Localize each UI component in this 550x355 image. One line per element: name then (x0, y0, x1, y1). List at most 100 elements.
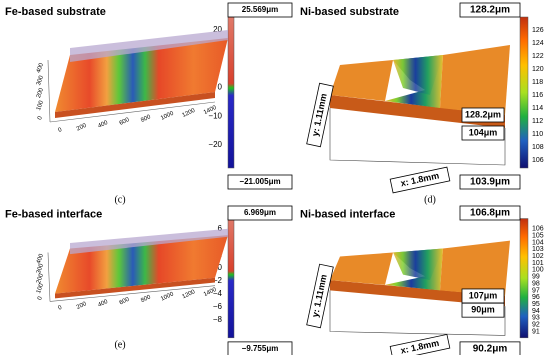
annotation: 107μm (461, 288, 505, 304)
surface-front (330, 280, 505, 307)
panel-title: Fe-based interface (5, 208, 102, 220)
colorbar-tick-label: −4 (213, 289, 223, 298)
panel-caption: (d) (424, 194, 436, 205)
y-tick-label: 300 (36, 74, 45, 86)
x-tick-label: 600 (119, 117, 131, 127)
colorbar-tick-label: 118 (532, 79, 543, 86)
y-tick-label: 0 (37, 295, 44, 301)
colorbar (519, 218, 529, 339)
surface-groove-floor (393, 55, 443, 95)
colorbar-label-box (459, 174, 521, 190)
colorbar-tick-label: 106 (532, 157, 544, 164)
colorbar-tick-label: 0 (218, 263, 223, 272)
colorbar-tick-label: 122 (532, 53, 544, 60)
annotation-label: 107μm (469, 290, 498, 300)
colorbar-tick-label: 108 (532, 144, 544, 151)
colorbar-label: 90.2μm (473, 344, 508, 355)
colorbar-label-box (459, 2, 521, 18)
panel-title: Ni-based interface (300, 208, 395, 220)
y-tick-label: 300 (36, 263, 45, 275)
annotation: x: 1.8mm (389, 333, 451, 355)
panel-title: Fe-based substrate (5, 6, 106, 18)
annotation-label: 90μm (471, 305, 495, 315)
colorbar-label: 6.969μm (244, 208, 276, 217)
y-tick-label: 100 (36, 282, 45, 294)
x-tick-label: 800 (140, 294, 152, 304)
annotation-box (306, 82, 334, 148)
x-tick-label: 0 (57, 305, 63, 312)
x-tick-label: 0 (57, 127, 63, 134)
colorbar-tick-label: 96 (532, 294, 540, 301)
colorbar-tick-label: 103 (532, 246, 544, 253)
panel-caption: (c) (114, 194, 125, 205)
annotation: 104μm (461, 125, 505, 141)
colorbar-tick-label: 114 (532, 105, 543, 112)
colorbar-label: 25.569μm (242, 5, 278, 14)
colorbar-label: 103.9μm (470, 177, 510, 188)
y-tick-label: 400 (36, 62, 45, 74)
x-tick-label: 800 (140, 114, 152, 124)
x-tick-label: 1200 (181, 289, 196, 300)
colorbar-tick-label: 110 (532, 131, 543, 138)
colorbar-tick-label: 120 (532, 66, 544, 73)
colorbar-label: 128.2μm (470, 5, 510, 16)
annotation: y: 1.11mm (306, 263, 334, 329)
annotation: 90μm (461, 302, 505, 318)
colorbar-tick-label: 101 (532, 260, 544, 267)
colorbar-tick-label: 94 (532, 308, 540, 315)
surface-left (330, 60, 393, 101)
x-tick-label: 200 (76, 301, 88, 311)
colorbar-label-box (227, 205, 293, 221)
colorbar-tick-label: 102 (532, 253, 544, 260)
colorbar-tick-label: 126 (532, 27, 544, 34)
y-tick-label: 100 (36, 99, 45, 111)
highlight-strip (70, 228, 228, 255)
x-tick-label: 200 (76, 123, 88, 133)
axis-line (49, 101, 216, 123)
colorbar-tick-label: −10 (208, 111, 222, 120)
colorbar-tick-label: 92 (532, 321, 540, 328)
colorbar-tick-label: 6 (218, 224, 223, 233)
x-tick-label: 1200 (181, 108, 196, 119)
surface-edge (55, 277, 215, 299)
colorbar-label: −21.005μm (239, 177, 280, 186)
x-tick-label: 1000 (160, 110, 175, 121)
annotation-box (389, 166, 451, 194)
annotation: y: 1.11mm (306, 82, 334, 148)
colorbar-tick-label: 112 (532, 118, 543, 125)
axis-line (47, 252, 51, 302)
colorbar-tick-label: 124 (532, 40, 544, 47)
colorbar-tick-label: 98 (532, 280, 540, 287)
annotation-label: 104μm (469, 127, 498, 137)
axis-line (47, 59, 51, 123)
annotation: 128.2μm (461, 107, 505, 123)
colorbar-tick-label: 93 (532, 315, 540, 322)
x-tick-label: 400 (97, 120, 109, 130)
dimension-line (329, 108, 506, 166)
x-tick-label: 1000 (160, 291, 175, 302)
annotation-box (461, 302, 505, 318)
x-tick-label: 400 (97, 299, 109, 309)
colorbar-tick-label: 104 (532, 239, 544, 246)
surface-left (330, 252, 393, 285)
y-tick-label: 400 (36, 253, 45, 265)
annotation-box (461, 125, 505, 141)
colorbar-label-box (227, 341, 293, 355)
y-tick-label: 200 (36, 272, 45, 284)
annotation-box (306, 263, 334, 329)
colorbar-tick-label: 105 (532, 232, 544, 239)
colorbar-tick-label: 91 (532, 328, 540, 335)
colorbar-label-box (459, 205, 521, 221)
colorbar (519, 16, 529, 169)
panel-title: Ni-based substrate (300, 6, 399, 18)
colorbar-tick-label: −6 (213, 302, 223, 311)
x-tick-label: 1400 (203, 105, 218, 116)
colorbar-label: −9.755μm (242, 344, 279, 353)
colorbar-tick-label: 95 (532, 301, 540, 308)
surface-front (330, 95, 505, 128)
x-tick-label: 1400 (203, 287, 218, 298)
colorbar-tick-label: 20 (213, 25, 222, 34)
colorbar-label-box (227, 174, 293, 190)
colorbar-tick-label: 116 (532, 92, 543, 99)
